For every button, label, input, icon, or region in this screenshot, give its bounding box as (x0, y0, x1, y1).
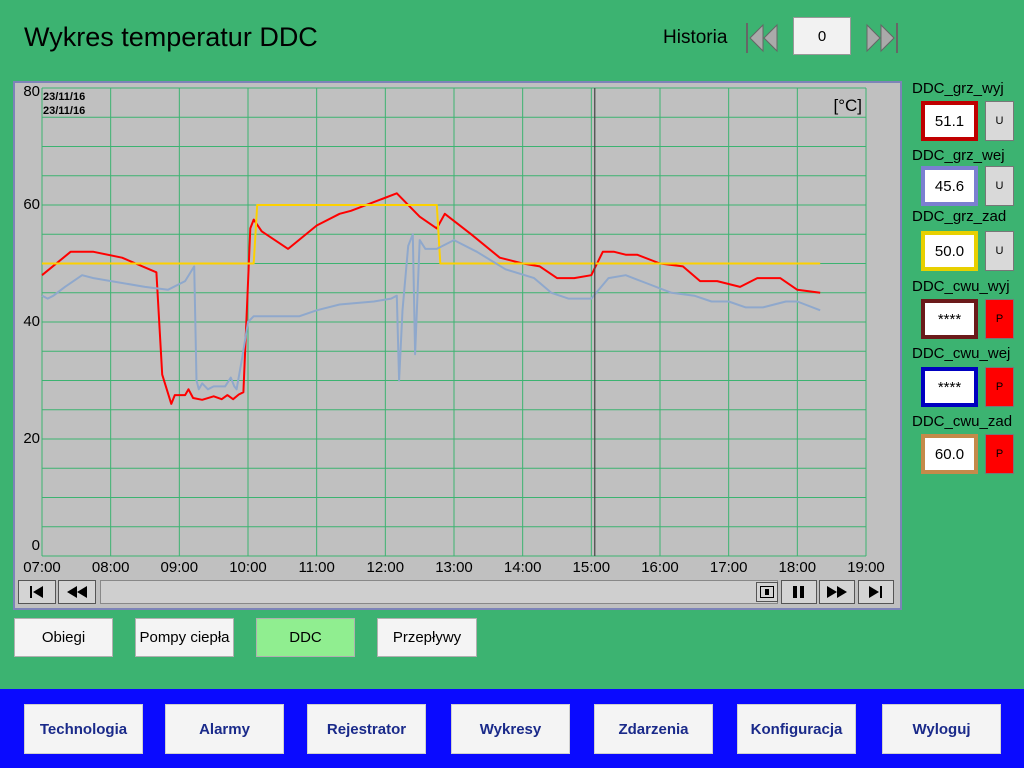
value-label-grz-zad: DDC_grz_zad (912, 208, 1007, 225)
history-offset-value[interactable]: 0 (793, 17, 851, 55)
value-label-cwu-wyj: DDC_cwu_wyj (912, 278, 1010, 295)
pause-button[interactable] (781, 580, 817, 604)
przeplywy-button[interactable]: Przepływy (377, 618, 477, 657)
value-label-grz-wyj: DDC_grz_wyj (912, 80, 1004, 97)
y-tick-label: 60 (23, 196, 40, 213)
fast-forward-icon (827, 586, 847, 598)
chart-ticks: 0 20 40 60 80 07:00 08:00 09:00 10:00 11:00 12:00 1… (23, 83, 885, 576)
rewind-button[interactable] (58, 580, 96, 604)
x-tick-label: 14:00 (504, 559, 542, 576)
skip-to-start-button[interactable] (18, 580, 56, 604)
x-tick-label: 17:00 (710, 559, 748, 576)
ddc-button[interactable]: DDC (256, 618, 355, 657)
value-label-cwu-wej: DDC_cwu_wej (912, 345, 1011, 362)
chart-date-end: 23/11/16 (43, 105, 85, 117)
chart-grid (41, 87, 867, 557)
fast-forward-button[interactable] (819, 580, 855, 604)
nav-wyloguj-button[interactable]: Wyloguj (882, 704, 1001, 754)
nav-konfiguracja-button[interactable]: Konfiguracja (737, 704, 856, 754)
x-tick-label: 08:00 (92, 559, 130, 576)
nav-technologia-button[interactable]: Technologia (24, 704, 143, 754)
x-tick-label: 09:00 (161, 559, 199, 576)
pompy-ciepla-button[interactable]: Pompy ciepła (135, 618, 234, 657)
mode-button-grz-zad[interactable]: U (985, 231, 1014, 271)
chart-unit-label: [°C] (833, 96, 862, 115)
mode-button-cwu-wyj[interactable]: P (985, 299, 1014, 339)
chart-date-start: 23/11/16 (43, 91, 85, 103)
x-tick-label: 11:00 (298, 559, 334, 576)
history-back-button[interactable] (744, 20, 780, 56)
zoom-box-icon (760, 586, 774, 598)
mode-button-cwu-zad[interactable]: P (985, 434, 1014, 474)
value-display-cwu-wej: **** (921, 367, 978, 407)
series-line-0 (41, 192, 821, 405)
y-tick-label: 80 (23, 83, 40, 100)
x-tick-label: 12:00 (367, 559, 405, 576)
series-line-1 (42, 204, 821, 265)
value-label-cwu-zad: DDC_cwu_zad (912, 413, 1013, 430)
x-tick-label: 16:00 (641, 559, 679, 576)
chart-series (41, 192, 821, 405)
zoom-box-button[interactable] (756, 582, 778, 602)
skip-to-end-icon (869, 586, 882, 598)
y-tick-label: 0 (32, 537, 40, 554)
nav-wykresy-button[interactable]: Wykresy (451, 704, 570, 754)
mode-button-cwu-wej[interactable]: P (985, 367, 1014, 407)
historia-label: Historia (663, 27, 728, 48)
x-tick-label: 07:00 (23, 559, 61, 576)
value-display-grz-zad: 50.0 (921, 231, 978, 271)
x-tick-label: 15:00 (573, 559, 611, 576)
x-tick-label: 10:00 (229, 559, 267, 576)
x-tick-label: 19:00 (847, 559, 885, 576)
pause-icon (793, 586, 804, 598)
skip-to-end-button[interactable] (858, 580, 894, 604)
series-line-2 (41, 233, 821, 391)
y-tick-label: 40 (23, 313, 40, 330)
skip-to-start-icon (30, 586, 43, 598)
obiegi-button[interactable]: Obiegi (14, 618, 113, 657)
y-tick-label: 20 (23, 430, 40, 447)
nav-rejestrator-button[interactable]: Rejestrator (307, 704, 426, 754)
double-right-arrow-icon (866, 23, 898, 53)
rewind-icon (67, 586, 87, 598)
nav-zdarzenia-button[interactable]: Zdarzenia (594, 704, 713, 754)
double-left-arrow-icon (746, 23, 778, 53)
x-tick-label: 13:00 (435, 559, 473, 576)
value-display-grz-wyj: 51.1 (921, 101, 978, 141)
page-title: Wykres temperatur DDC (24, 22, 318, 52)
mode-button-grz-wej[interactable]: U (985, 166, 1014, 206)
history-forward-button[interactable] (864, 20, 900, 56)
mode-button-grz-wyj[interactable]: U (985, 101, 1014, 141)
value-display-grz-wej: 45.6 (921, 166, 978, 206)
value-label-grz-wej: DDC_grz_wej (912, 147, 1005, 164)
nav-alarmy-button[interactable]: Alarmy (165, 704, 284, 754)
value-display-cwu-zad: 60.0 (921, 434, 978, 474)
timeline-scrollbar[interactable] (100, 580, 778, 604)
value-display-cwu-wyj: **** (921, 299, 978, 339)
x-tick-label: 18:00 (779, 559, 817, 576)
